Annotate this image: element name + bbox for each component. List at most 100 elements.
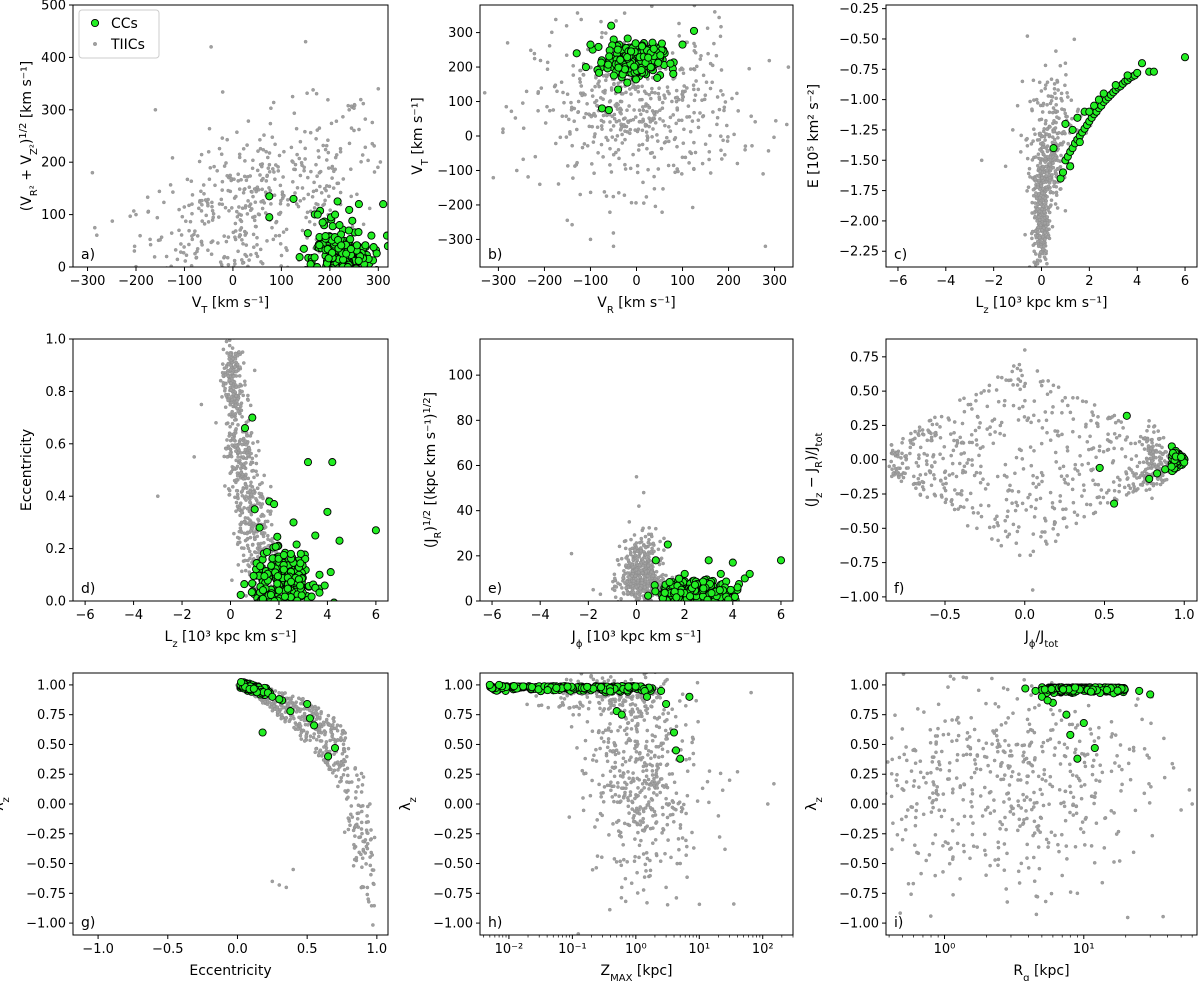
tiic-point [224,324,227,327]
tiic-point [564,53,569,58]
tiic-point [1040,110,1045,114]
tiic-point [248,403,253,408]
tiic-point [224,339,229,344]
tiic-point [230,578,234,583]
tiic-point [1040,217,1045,222]
panel-d: −6 −4 −2 0 2 4 60.00.20.40.60.81.0Lz [10³ kpc … [19,333,389,650]
tiic-point [899,456,903,460]
tiic-point [232,531,236,536]
tiic-point [955,491,960,496]
tiic-point [1026,171,1031,176]
tiic-point [280,190,285,194]
x-tick-label: −200 [118,274,154,289]
tiic-point [223,405,228,410]
tiic-point [224,365,229,369]
tiic-point [617,118,622,123]
tiic-point [1117,483,1122,488]
tiic-point [255,501,260,506]
tiic-point [372,144,377,148]
tiic-point [621,92,625,96]
tiic-point [979,503,983,508]
tiic-point [651,573,656,578]
tiic-point [303,146,308,151]
tiic-point [616,81,621,86]
tiic-point [1040,426,1045,430]
cc-point [295,602,302,609]
tiic-point [1152,430,1156,434]
tiic-point [569,100,573,105]
tiic-point [187,242,191,247]
cc-point [740,574,749,583]
tiic-point [327,184,332,189]
tiic-point [553,83,558,87]
tiic-point [111,290,114,293]
tiic-point [263,519,268,524]
tiic-point [703,93,708,97]
tiic-point [1129,457,1134,462]
tiic-point [195,234,200,238]
tiic-point [255,185,260,189]
tiic-point [636,578,640,583]
tiic-point [632,108,636,112]
tiic-point [619,597,623,601]
tiic-point [276,169,281,173]
tiic-point [256,212,261,216]
tiic-point [599,142,604,147]
tiic-point [221,383,226,388]
tiic-point [644,195,649,199]
panel-label: e) [488,581,502,597]
tiic-point [199,239,204,244]
tiic-point [622,11,627,15]
tiic-point [943,476,948,481]
x-tick-label: 300 [366,274,391,289]
tiic-point [1155,482,1159,486]
tiic-point [673,135,678,140]
tiic-point [692,41,696,46]
tiic-point [1127,466,1131,471]
tiic-point [595,103,599,108]
tiic-point [949,432,953,436]
tiic-point [239,226,244,230]
tiic-point [1132,484,1136,489]
tiic-point [1059,474,1064,479]
tiic-point [1074,521,1079,526]
tiic-point [1062,516,1067,521]
tiic-point [355,192,359,197]
tiic-point [156,290,159,293]
tiic-point [245,609,248,612]
tiic-point [227,357,231,361]
tiic-point [322,186,327,191]
tiic-point [200,198,204,203]
cc-point [258,586,268,595]
tiic-point [1045,168,1049,172]
tiic-point [1047,110,1052,115]
tiic-point [627,520,632,524]
tiic-point [261,534,266,539]
x-axis-label: Lz [10³ kpc km s⁻¹] [976,295,1108,316]
tiic-point [305,175,310,180]
tiic-point [229,176,234,181]
tiic-point [1151,450,1155,454]
tiic-point [295,185,300,190]
tiic-point [258,173,262,177]
tiic-point [1154,450,1159,454]
tiic-point [326,166,331,170]
tiic-point [619,99,624,104]
tiic-point [1039,89,1044,93]
tiic-point [646,563,651,568]
tiic-point [247,446,251,450]
legend-marker-tiics [92,42,97,47]
tiic-point [633,593,638,597]
tiic-point [1149,446,1153,451]
tiic-point [148,242,153,247]
cc-point [255,523,264,532]
tiic-point [1050,410,1054,415]
cc-point [675,574,684,583]
tiic-point [601,155,605,159]
tiic-point [248,535,253,540]
tiic-point [986,482,990,487]
tiic-point [526,175,530,179]
cc-point [382,231,388,240]
tiic-point [735,161,740,166]
tiic-point [1014,500,1018,505]
